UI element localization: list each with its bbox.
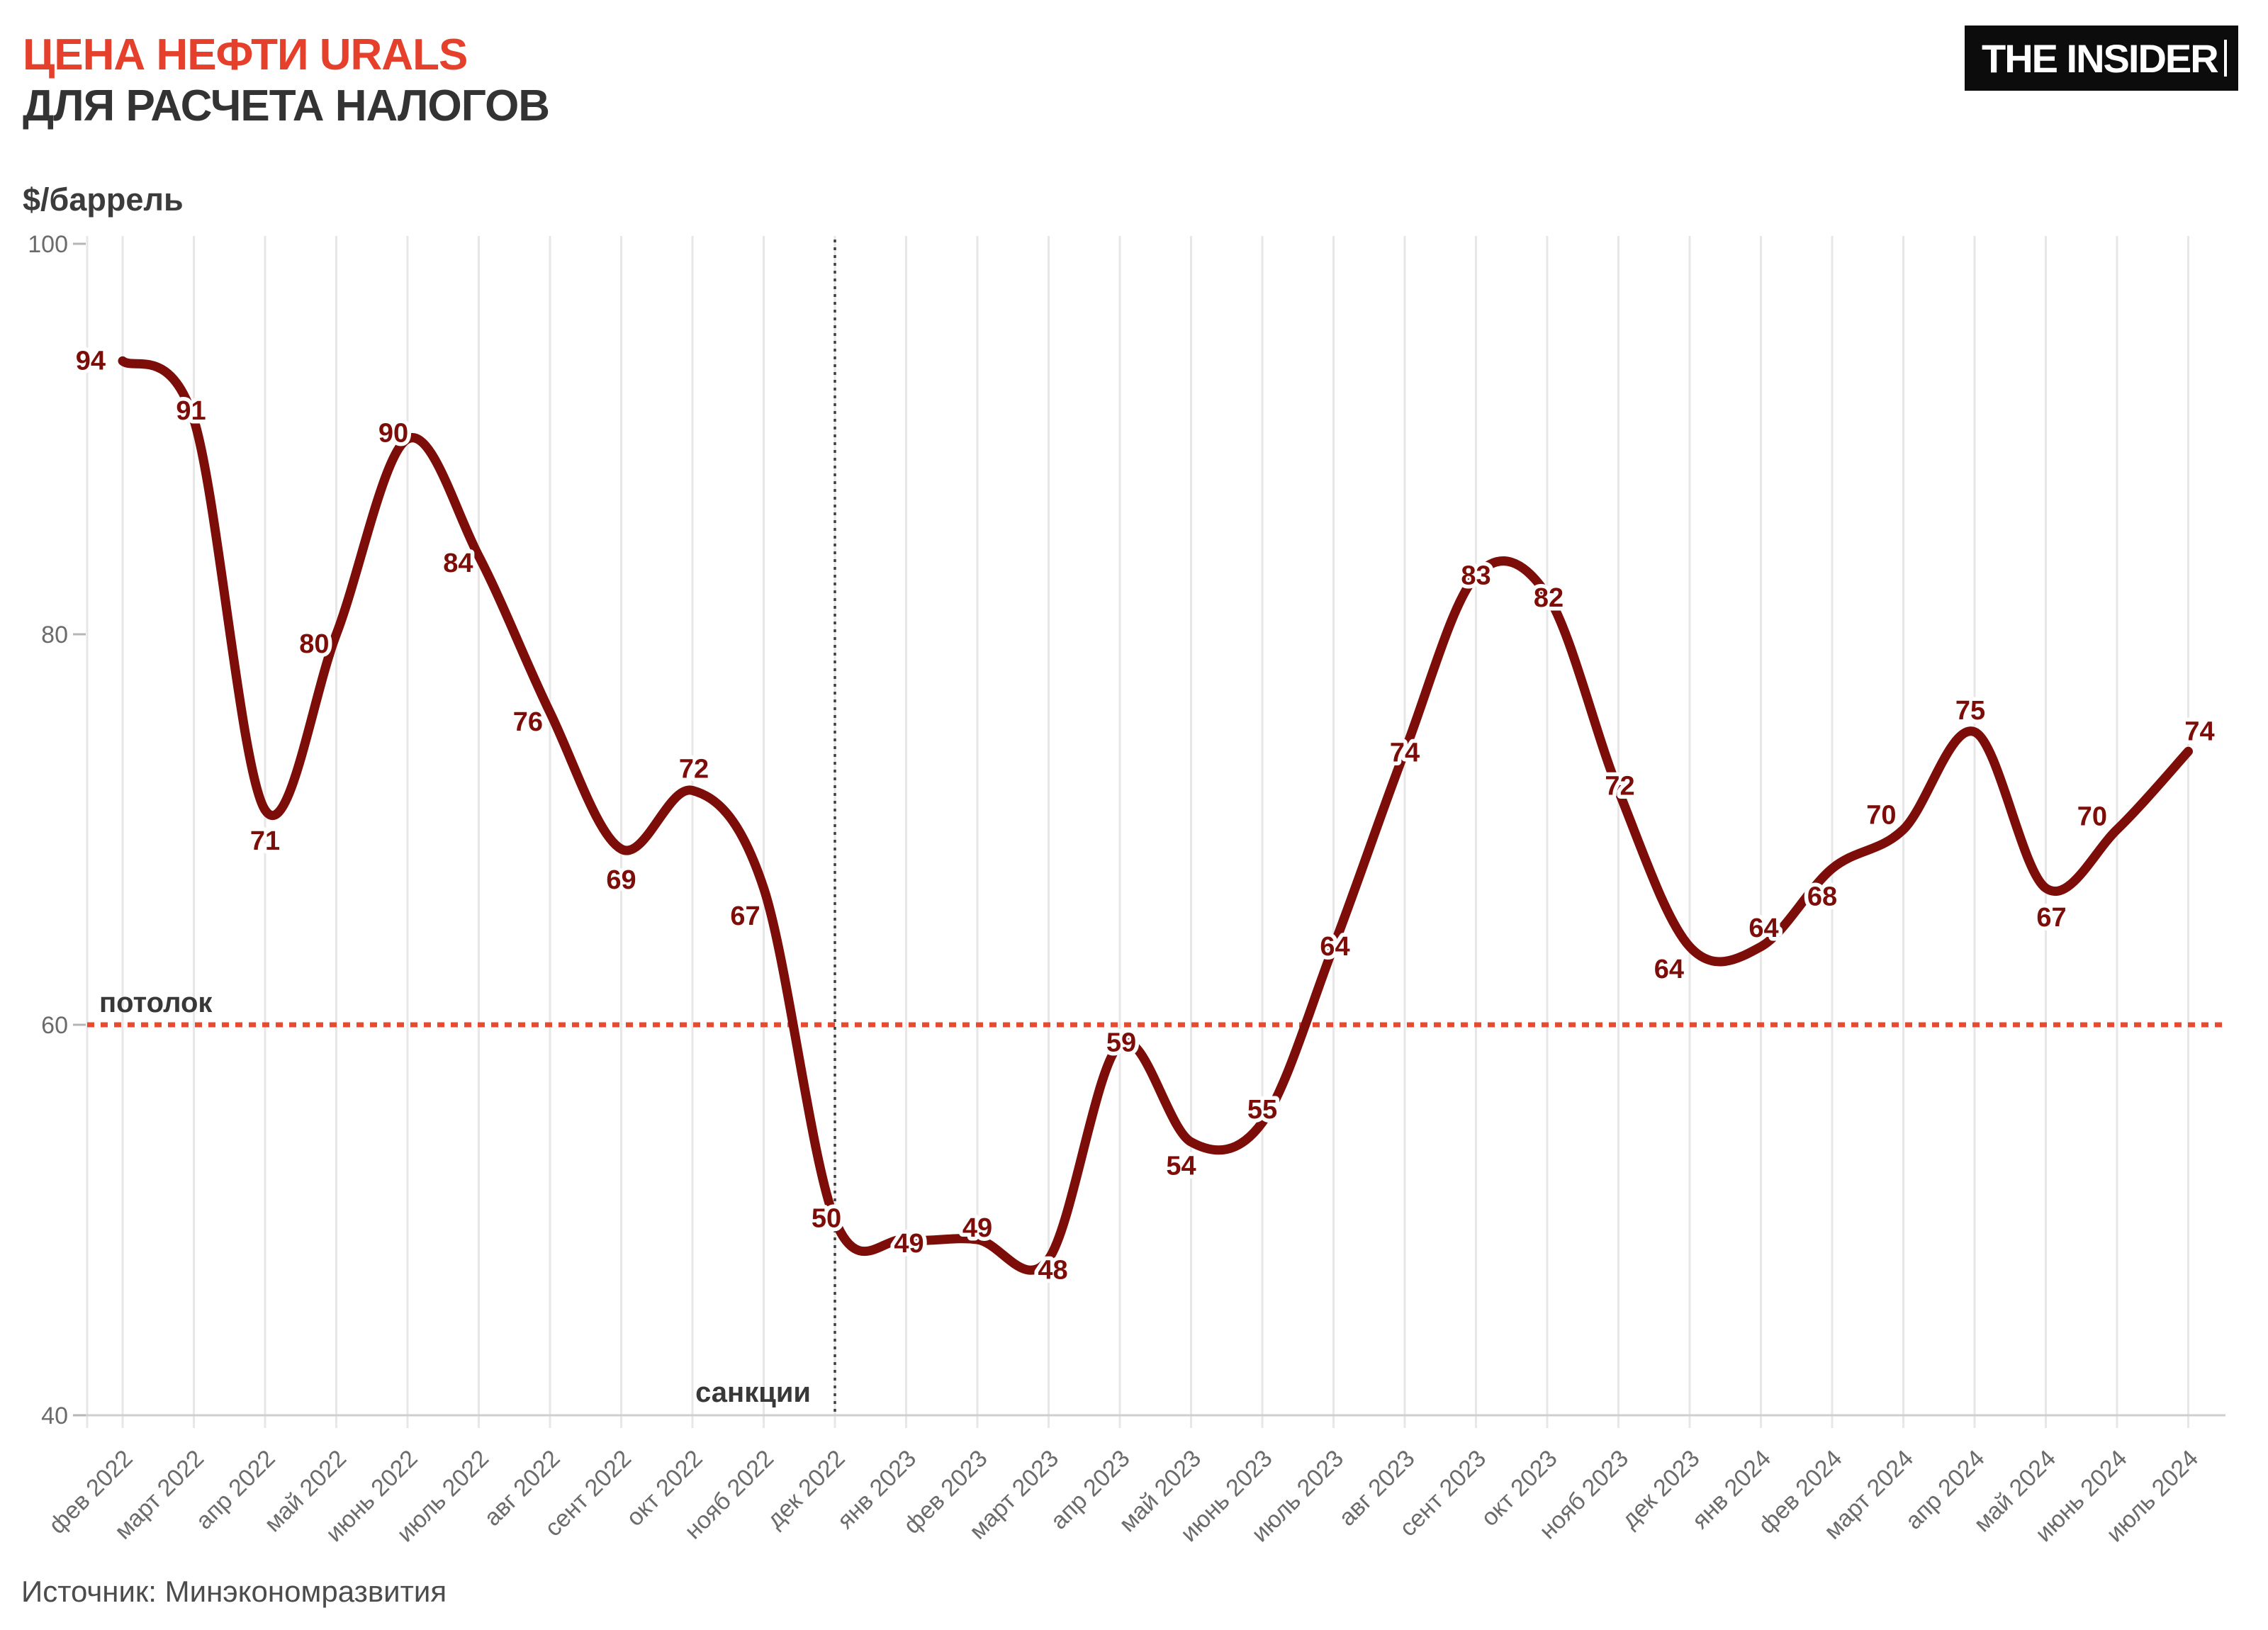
page-subtitle: ДЛЯ РАСЧЕТА НАЛОГОВ [23, 82, 550, 130]
point-value-label: 49 [962, 1213, 992, 1243]
point-value-label: 94 [76, 346, 106, 376]
point-value-label: 84 [443, 549, 473, 578]
y-tick-label: 40 [41, 1403, 68, 1429]
point-value-label: 64 [1320, 932, 1349, 962]
point-value-label: 82 [1534, 583, 1564, 613]
ceiling-label: потолок [99, 987, 213, 1018]
point-value-label: 64 [1654, 955, 1684, 984]
logo-text: THE INSIDER [1982, 35, 2219, 81]
point-value-label: 80 [299, 629, 329, 659]
point-value-label: 55 [1247, 1095, 1277, 1125]
point-value-label: 74 [2184, 716, 2214, 746]
point-value-label: 91 [176, 396, 206, 426]
point-value-label: 59 [1106, 1028, 1136, 1058]
point-value-label: 75 [1955, 696, 1985, 726]
point-value-label: 76 [513, 707, 543, 737]
point-value-label: 64 [1748, 914, 1778, 943]
sanctions-label: санкции [695, 1377, 811, 1408]
point-value-label: 49 [894, 1229, 924, 1259]
point-value-label: 83 [1461, 561, 1491, 590]
y-tick-label: 60 [41, 1012, 68, 1039]
price-line [118, 356, 2193, 1275]
page-title: ЦЕНА НЕФТИ URALS [23, 30, 468, 79]
source-note: Источник: Минэкономразвития [21, 1575, 447, 1608]
the-insider-logo: THE INSIDER [1965, 26, 2238, 91]
point-value-label: 70 [1866, 801, 1896, 831]
point-value-label: 54 [1166, 1151, 1196, 1181]
point-value-label: 74 [1390, 738, 1420, 768]
point-value-label: 50 [812, 1204, 841, 1234]
point-value-label: 67 [2036, 903, 2066, 933]
point-value-label: 68 [1807, 882, 1837, 912]
point-value-label: 67 [730, 901, 760, 931]
logo-bar [2224, 40, 2227, 77]
y-tick-label: 80 [41, 622, 68, 648]
point-value-label: 72 [679, 754, 709, 784]
point-value-label: 69 [606, 865, 636, 895]
point-value-label: 72 [1605, 771, 1634, 801]
point-value-label: 71 [250, 826, 280, 856]
point-value-label: 48 [1038, 1256, 1067, 1286]
point-value-label: 90 [378, 419, 408, 449]
y-axis-unit-label: $/баррель [23, 181, 184, 218]
point-value-label: 70 [2077, 802, 2107, 832]
y-tick-label: 100 [28, 231, 68, 258]
